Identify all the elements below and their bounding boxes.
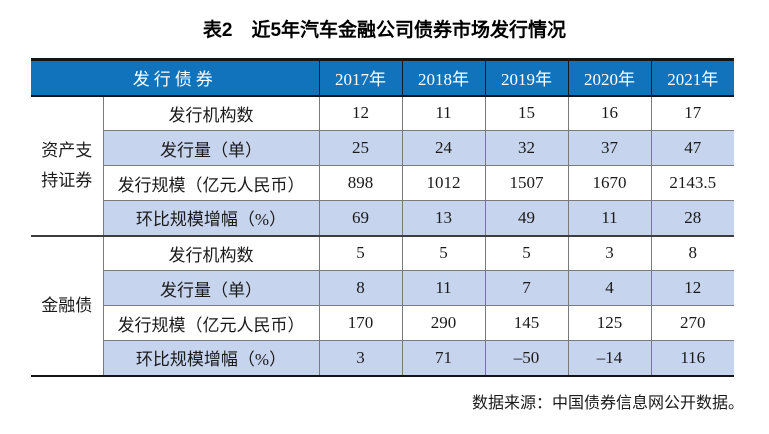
table-title: 表2 近5年汽车金融公司债券市场发行情况 <box>202 20 567 41</box>
value-cell: 3 <box>318 340 402 377</box>
table-row: 资产支 持证券 发行机构数 12 11 15 16 17 <box>31 95 734 237</box>
table-row: 发行量（单） 8 11 7 4 12 <box>31 270 734 306</box>
value-cell: 32 <box>484 130 568 166</box>
value-cell: 170 <box>318 305 402 341</box>
value-cell: 15 <box>484 95 568 131</box>
value-cell: 5 <box>484 234 568 271</box>
header-year-2021: 2021年 <box>650 58 734 97</box>
metric-label: 发行规模（亿元人民币） <box>102 305 319 341</box>
value-cell: 24 <box>401 130 485 166</box>
value-cell: 8 <box>318 270 402 306</box>
header-row: 发行债券 2017年 2018年 2019年 2020年 2021年 <box>31 58 734 97</box>
value-cell: 1012 <box>401 165 485 201</box>
value-cell: 11 <box>401 95 485 131</box>
header-year-2017: 2017年 <box>318 58 402 97</box>
source-note: 数据来源：中国债券信息网公开数据。 <box>471 395 744 412</box>
table-row: 发行量（单） 25 24 32 37 47 <box>31 130 734 166</box>
table-row: 金融债 发行机构数 5 5 5 3 8 <box>31 234 734 377</box>
value-cell: 5 <box>318 234 402 271</box>
metric-label: 发行机构数 <box>102 95 319 131</box>
value-cell: 69 <box>318 200 402 236</box>
table-row: 环比规模增幅（%） 3 71 –50 –14 116 <box>31 340 734 377</box>
metric-label: 发行量（单） <box>102 130 319 166</box>
bond-issuance-table: 发行债券 2017年 2018年 2019年 2020年 2021年 资产支 持… <box>31 58 734 377</box>
value-cell: 1507 <box>484 165 568 201</box>
value-cell: 11 <box>401 270 485 306</box>
value-cell: 13 <box>401 200 485 236</box>
metric-label: 发行机构数 <box>102 234 319 271</box>
value-cell: 145 <box>484 305 568 341</box>
table-row: 发行规模（亿元人民币） 898 1012 1507 1670 2143.5 <box>31 165 734 201</box>
table-row: 环比规模增幅（%） 69 13 49 11 28 <box>31 200 734 236</box>
value-cell: 25 <box>318 130 402 166</box>
value-cell: 49 <box>484 200 568 236</box>
value-cell: –14 <box>567 340 651 377</box>
group-label-financial-bonds: 金融债 <box>31 234 103 377</box>
header-bond-type: 发行债券 <box>31 58 319 97</box>
metric-label: 环比规模增幅（%） <box>102 340 319 377</box>
value-cell: 3 <box>567 234 651 271</box>
value-cell: 16 <box>567 95 651 131</box>
header-year-2020: 2020年 <box>567 58 651 97</box>
table-row: 发行规模（亿元人民币） 170 290 145 125 270 <box>31 305 734 341</box>
header-year-2018: 2018年 <box>401 58 485 97</box>
value-cell: 12 <box>650 270 734 306</box>
value-cell: 11 <box>567 200 651 236</box>
value-cell: 898 <box>318 165 402 201</box>
value-cell: 12 <box>318 95 402 131</box>
header-year-2019: 2019年 <box>484 58 568 97</box>
value-cell: 28 <box>650 200 734 236</box>
value-cell: –50 <box>484 340 568 377</box>
group-label-asset-backed-securities: 资产支 持证券 <box>31 95 103 237</box>
metric-label: 环比规模增幅（%） <box>102 200 319 236</box>
value-cell: 1670 <box>567 165 651 201</box>
value-cell: 37 <box>567 130 651 166</box>
metric-label: 发行规模（亿元人民币） <box>102 165 319 201</box>
value-cell: 5 <box>401 234 485 271</box>
value-cell: 270 <box>650 305 734 341</box>
value-cell: 7 <box>484 270 568 306</box>
value-cell: 17 <box>650 95 734 131</box>
value-cell: 47 <box>650 130 734 166</box>
metric-label: 发行量（单） <box>102 270 319 306</box>
value-cell: 116 <box>650 340 734 377</box>
value-cell: 8 <box>650 234 734 271</box>
value-cell: 125 <box>567 305 651 341</box>
value-cell: 290 <box>401 305 485 341</box>
value-cell: 4 <box>567 270 651 306</box>
value-cell: 71 <box>401 340 485 377</box>
value-cell: 2143.5 <box>650 165 734 201</box>
